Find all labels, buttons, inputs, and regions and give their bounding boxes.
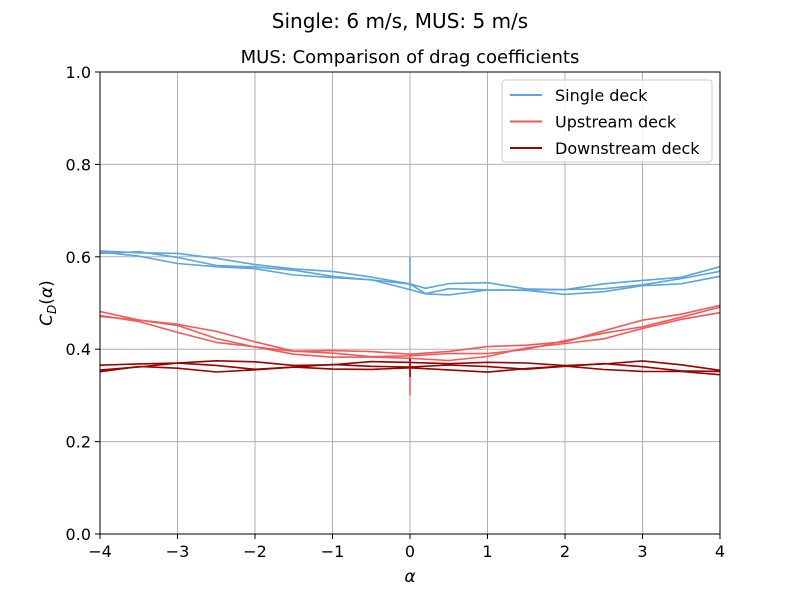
x-tick-label: −2 xyxy=(243,542,267,561)
x-tick-label: 1 xyxy=(482,542,492,561)
x-tick-label: −4 xyxy=(88,542,112,561)
series-line xyxy=(99,250,721,291)
legend-label: Single deck xyxy=(555,86,648,105)
legend-box xyxy=(501,79,713,163)
series-single-deck xyxy=(99,250,721,296)
y-tick-label: 0.8 xyxy=(66,155,91,174)
x-tick-label: 4 xyxy=(715,542,725,561)
x-tick-label: 2 xyxy=(560,542,570,561)
y-axis-label: CD(α) xyxy=(37,280,59,326)
legend-label: Upstream deck xyxy=(555,113,677,132)
y-tick-label: 0.0 xyxy=(66,525,91,544)
x-axis-label: α xyxy=(404,567,415,587)
x-tick-label: −1 xyxy=(321,542,345,561)
y-tick-label: 0.4 xyxy=(66,340,91,359)
y-tick-label: 0.6 xyxy=(66,248,91,267)
x-tick-label: 3 xyxy=(637,542,647,561)
x-tick-label: 0 xyxy=(405,542,415,561)
y-axis-ticks: 0.0 0.2 0.4 0.6 0.8 1.0 xyxy=(66,63,100,544)
chart-title: MUS: Comparison of drag coefficients xyxy=(241,47,580,68)
y-tick-label: 1.0 xyxy=(66,63,91,82)
x-tick-label: −3 xyxy=(166,542,190,561)
y-tick-label: 0.2 xyxy=(66,433,91,452)
series-line xyxy=(99,251,721,296)
series-line xyxy=(99,250,721,295)
legend: Single deck Upstream deck Downstream deck xyxy=(501,79,713,163)
legend-label: Downstream deck xyxy=(555,139,700,158)
x-axis-ticks: −4 −3 −2 −1 0 1 2 3 4 xyxy=(88,534,725,561)
figure-suptitle: Single: 6 m/s, MUS: 5 m/s xyxy=(272,9,528,33)
series-layer xyxy=(99,250,721,396)
